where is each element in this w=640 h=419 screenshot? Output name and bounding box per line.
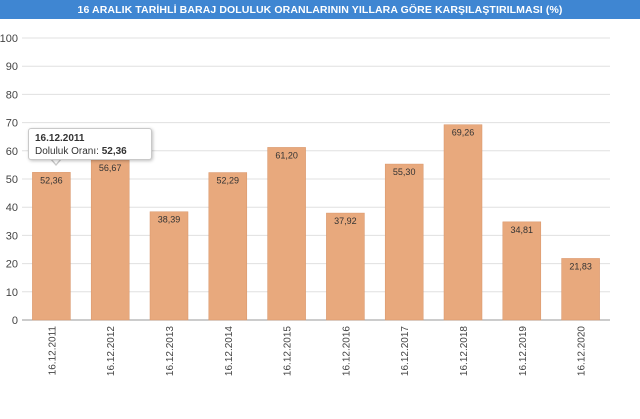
- y-tick-label: 50: [6, 174, 18, 186]
- bar[interactable]: [267, 147, 306, 321]
- y-tick-label: 70: [6, 118, 18, 130]
- x-tick-label: 16.12.2013: [165, 326, 176, 376]
- chart-title: 16 ARALIK TARİHLİ BARAJ DOLULUK ORANLARI…: [0, 0, 640, 19]
- bar[interactable]: [561, 258, 600, 321]
- y-tick-label: 60: [6, 146, 18, 158]
- tooltip-label: Doluluk Oranı:: [35, 146, 99, 157]
- x-tick-label: 16.12.2015: [283, 326, 294, 376]
- tooltip-row: Doluluk Oranı: 52,36: [35, 145, 151, 158]
- bar[interactable]: [32, 172, 71, 321]
- bar-value-label: 55,30: [393, 167, 416, 177]
- tooltip-pointer-fill: [51, 158, 61, 164]
- bar-value-label: 34,81: [511, 225, 534, 235]
- y-tick-label: 0: [12, 315, 18, 327]
- y-tick-label: 10: [6, 287, 18, 299]
- y-tick-label: 40: [6, 202, 18, 214]
- bar[interactable]: [149, 211, 189, 321]
- y-tick-label: 90: [6, 61, 18, 73]
- bar[interactable]: [90, 159, 130, 321]
- x-tick-label: 16.12.2014: [224, 326, 235, 376]
- tooltip-value: 52,36: [101, 146, 127, 157]
- y-tick-label: 30: [6, 230, 18, 242]
- bar-value-label: 37,92: [334, 216, 357, 226]
- bar-tooltip: 16.12.2011 Doluluk Oranı: 52,36: [28, 128, 152, 160]
- y-tick-label: 20: [6, 259, 18, 271]
- bar[interactable]: [326, 212, 365, 321]
- bar-value-label: 52,36: [40, 175, 63, 185]
- bar[interactable]: [208, 172, 248, 321]
- bar-value-label: 61,20: [275, 150, 298, 160]
- x-tick-label: 16.12.2011: [47, 326, 58, 376]
- bar-value-label: 21,83: [569, 261, 592, 271]
- y-tick-label: 100: [0, 33, 18, 45]
- x-tick-label: 16.12.2016: [341, 326, 352, 376]
- tooltip-date: 16.12.2011: [35, 133, 85, 144]
- bar-value-label: 52,29: [217, 176, 240, 186]
- x-tick-label: 16.12.2019: [518, 326, 529, 376]
- bar[interactable]: [502, 221, 542, 321]
- bar[interactable]: [384, 163, 424, 321]
- x-tick-label: 16.12.2017: [400, 326, 411, 376]
- bar-value-label: 56,67: [99, 163, 122, 173]
- y-tick-label: 80: [6, 89, 18, 101]
- bar[interactable]: [443, 124, 483, 321]
- x-tick-label: 16.12.2012: [106, 326, 117, 376]
- bar-value-label: 38,39: [158, 215, 181, 225]
- x-tick-label: 16.12.2018: [459, 326, 470, 376]
- x-tick-label: 16.12.2020: [577, 326, 588, 376]
- bar-value-label: 69,26: [452, 128, 475, 138]
